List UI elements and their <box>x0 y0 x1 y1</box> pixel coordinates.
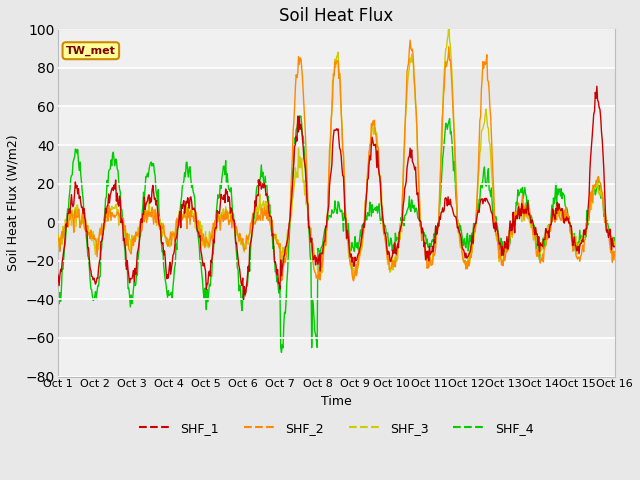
Bar <box>58 261 614 300</box>
Bar <box>58 338 614 377</box>
Legend: SHF_1, SHF_2, SHF_3, SHF_4: SHF_1, SHF_2, SHF_3, SHF_4 <box>134 417 538 440</box>
Bar <box>58 107 614 145</box>
Bar <box>58 29 614 68</box>
X-axis label: Time: Time <box>321 395 351 408</box>
Bar <box>58 184 614 222</box>
Text: TW_met: TW_met <box>66 46 116 56</box>
Y-axis label: Soil Heat Flux (W/m2): Soil Heat Flux (W/m2) <box>7 134 20 271</box>
Title: Soil Heat Flux: Soil Heat Flux <box>279 7 393 25</box>
